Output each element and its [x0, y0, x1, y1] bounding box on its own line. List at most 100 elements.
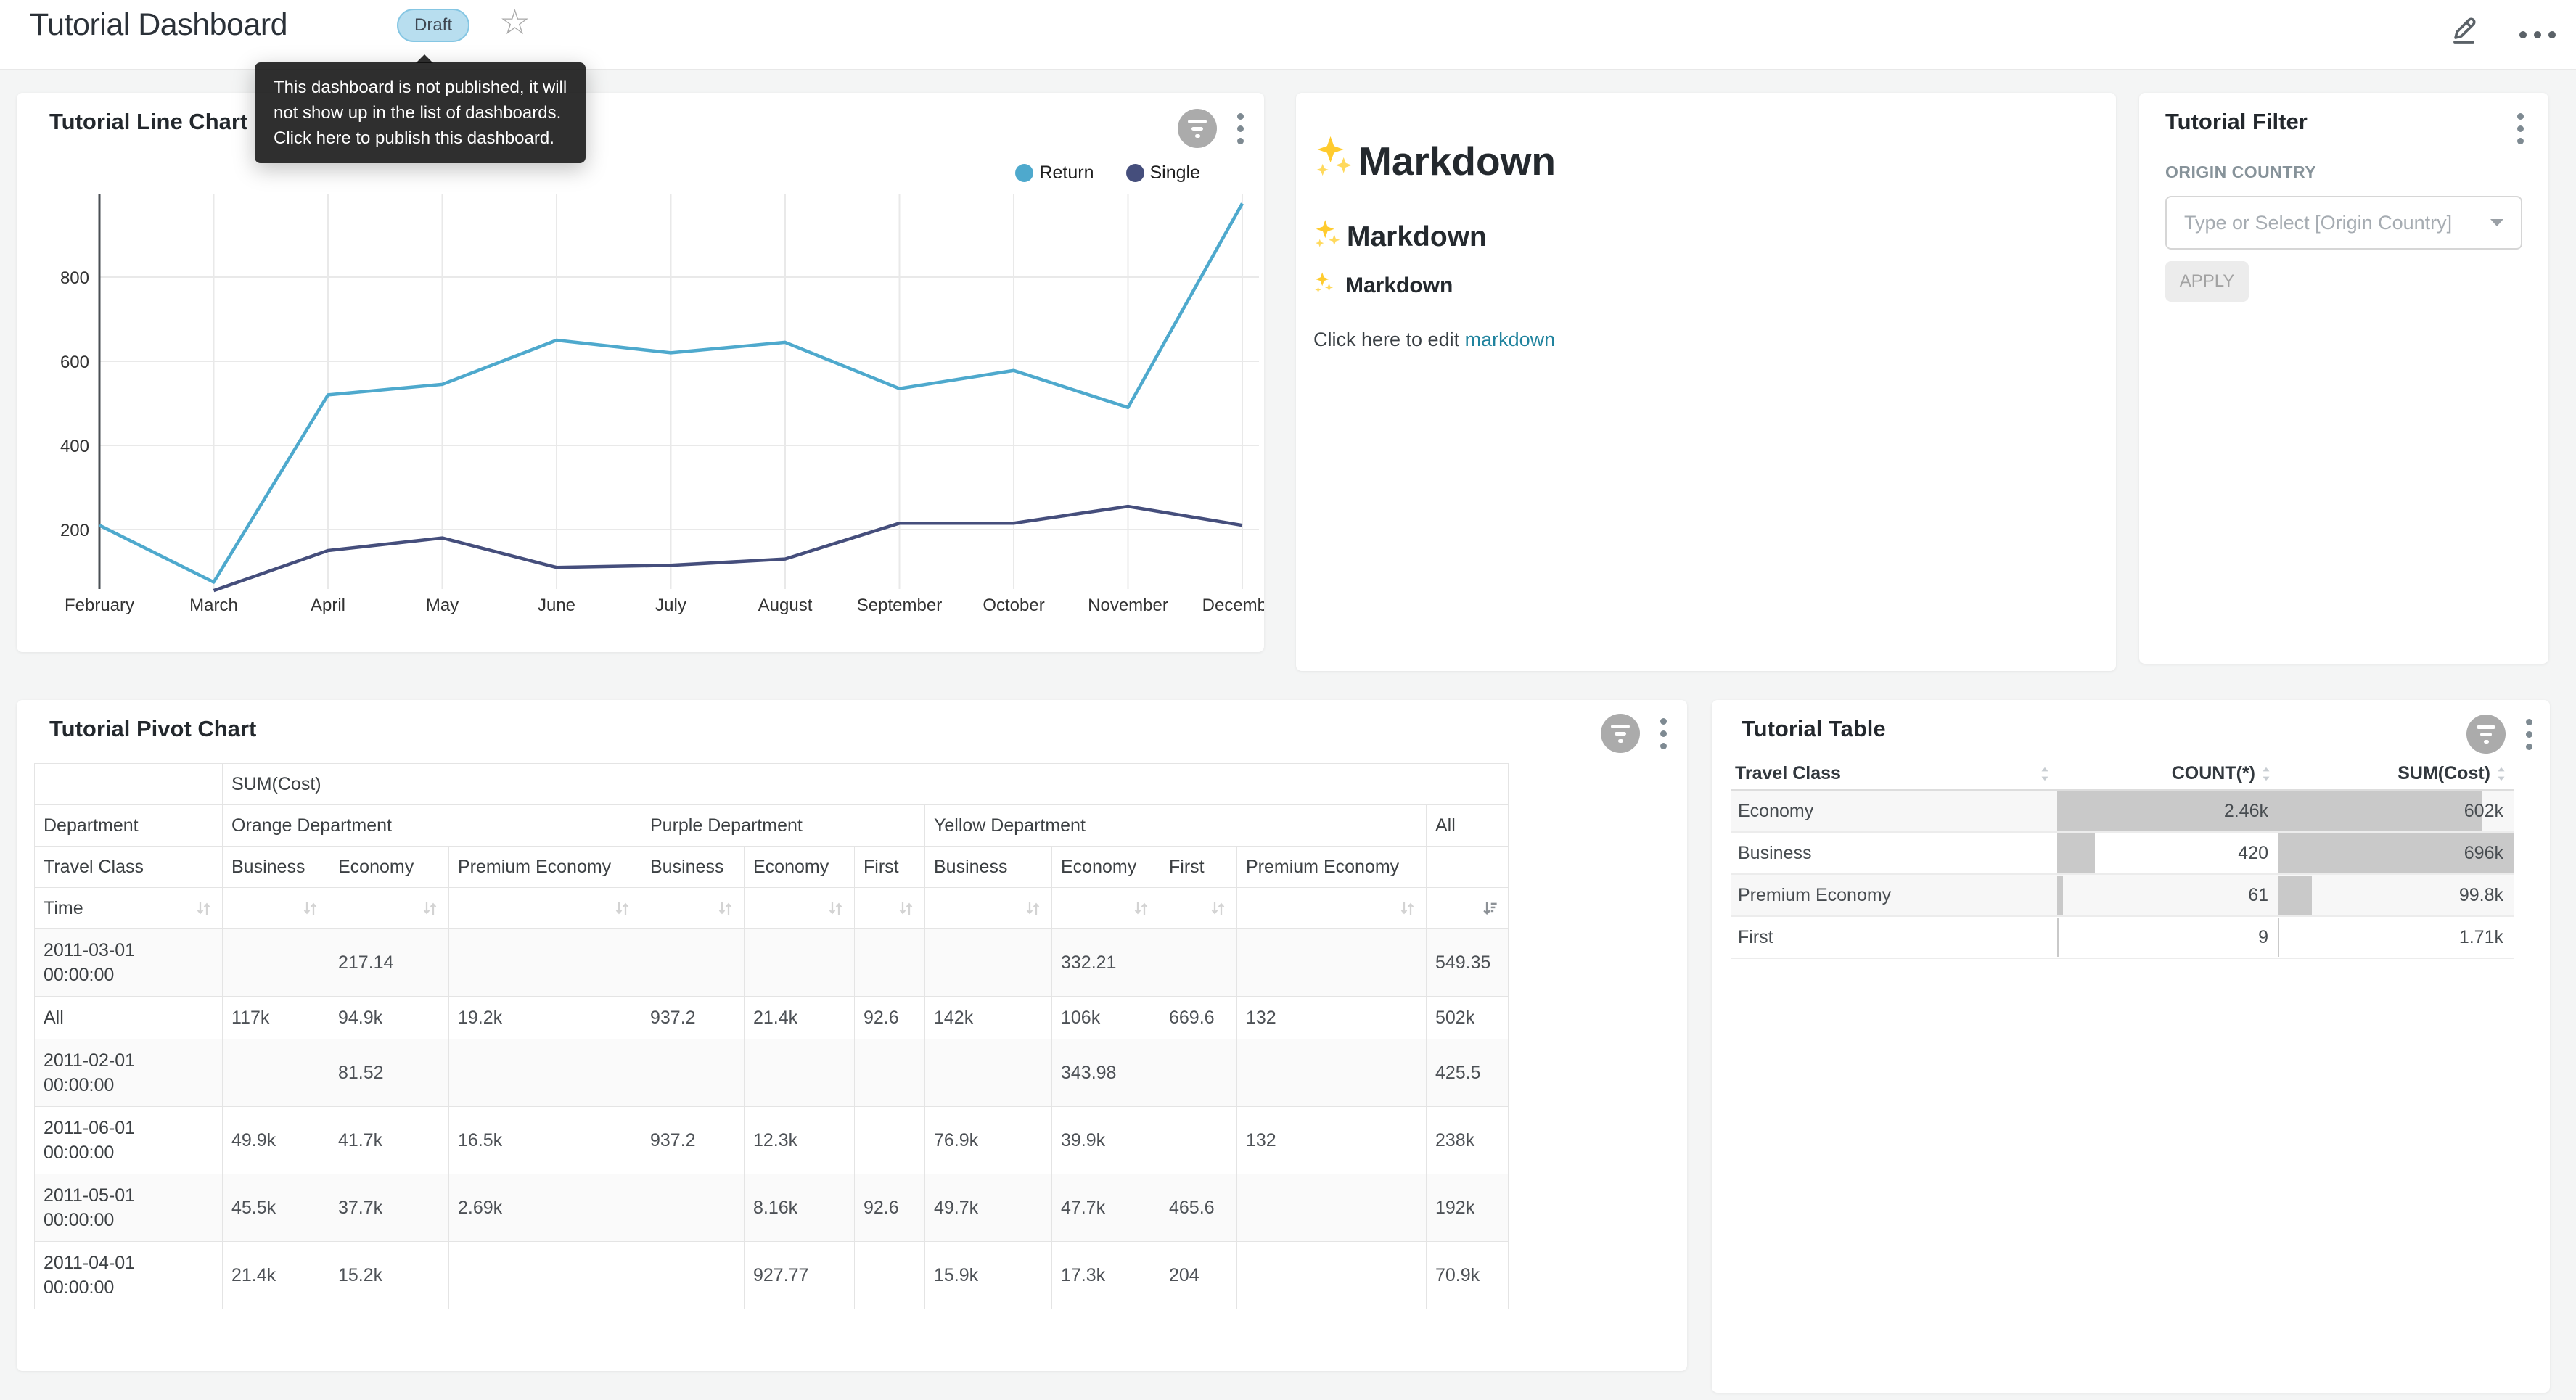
series-line-single[interactable] — [214, 506, 1243, 590]
legend-item-return[interactable]: Return — [1015, 162, 1094, 184]
pivot-sort-cell — [1052, 888, 1160, 929]
sort-icon[interactable] — [1131, 899, 1151, 918]
pivot-value-cell — [449, 1039, 641, 1107]
origin-country-select[interactable]: Type or Select [Origin Country] — [2165, 196, 2522, 250]
sort-icon[interactable] — [715, 899, 735, 918]
pivot-value-cell: 106k — [1052, 997, 1160, 1039]
pivot-value-cell: 217.14 — [329, 929, 449, 997]
table-panel-title: Tutorial Table — [1742, 716, 1886, 742]
markdown-h2: Markdown — [1313, 218, 1487, 257]
y-tick-label: 400 — [60, 437, 89, 456]
sort-icon[interactable] — [194, 899, 213, 918]
pivot-class-header: Business — [223, 847, 329, 888]
filter-kebab-menu-icon[interactable] — [2517, 113, 2524, 144]
sort-caret-icon — [2037, 765, 2053, 783]
pivot-value-cell: 81.52 — [329, 1039, 449, 1107]
pivot-value-cell: 92.6 — [855, 997, 925, 1039]
favorite-star-icon[interactable]: ☆ — [499, 1, 530, 45]
pivot-row-label: 2011-04-0100:00:00 — [35, 1242, 223, 1309]
pivot-sort-cell — [925, 888, 1052, 929]
pivot-value-cell: 343.98 — [1052, 1039, 1160, 1107]
pivot-value-cell: 204 — [1160, 1242, 1237, 1309]
markdown-h1-text: Markdown — [1358, 138, 1556, 184]
markdown-h3: Markdown — [1313, 271, 1453, 300]
table-column-header-sum-cost-[interactable]: SUM(Cost) — [2278, 763, 2514, 784]
pivot-value-cell — [745, 1039, 855, 1107]
sum-bar — [2278, 876, 2312, 915]
table-column-header-travel-class[interactable]: Travel Class — [1731, 763, 2057, 784]
sum-cell: 99.8k — [2278, 875, 2514, 915]
data-table: Travel ClassCOUNT(*)SUM(Cost) Economy2.4… — [1731, 758, 2514, 959]
filter-indicator-icon[interactable] — [1601, 714, 1640, 753]
pivot-value-cell: 332.21 — [1052, 929, 1160, 997]
sort-icon[interactable] — [612, 899, 632, 918]
markdown-edit-link[interactable]: markdown — [1465, 329, 1556, 350]
pivot-class-header: First — [855, 847, 925, 888]
pivot-table: SUM(Cost)DepartmentOrange DepartmentPurp… — [34, 763, 1509, 1309]
pivot-class-header: Premium Economy — [1237, 847, 1427, 888]
pivot-value-cell: 76.9k — [925, 1107, 1052, 1174]
dashboard-title: Tutorial Dashboard — [30, 7, 287, 43]
pivot-value-cell: 549.35 — [1427, 929, 1509, 997]
pivot-group-header-purple-department: Purple Department — [641, 805, 925, 847]
pivot-value-cell — [223, 929, 329, 997]
tooltip-line: not show up in the list of dashboards. — [274, 100, 567, 125]
pivot-value-cell: 192k — [1427, 1174, 1509, 1242]
pivot-row-label: 2011-06-0100:00:00 — [35, 1107, 223, 1174]
draft-badge[interactable]: Draft — [397, 9, 469, 42]
count-cell: 2.46k — [2057, 791, 2278, 831]
dashboard: Tutorial Dashboard Draft ☆ This dashboar… — [0, 0, 2576, 1400]
markdown-h2-text: Markdown — [1347, 221, 1487, 253]
sort-icon[interactable] — [1023, 899, 1043, 918]
sum-cell: 696k — [2278, 833, 2514, 873]
pivot-value-cell: 37.7k — [329, 1174, 449, 1242]
legend-item-single[interactable]: Single — [1126, 162, 1201, 184]
pivot-class-header: Economy — [745, 847, 855, 888]
table-column-header-count-[interactable]: COUNT(*) — [2057, 763, 2278, 784]
pivot-value-cell: 2.69k — [449, 1174, 641, 1242]
pivot-kebab-menu-icon[interactable] — [1660, 718, 1667, 749]
apply-button[interactable]: APPLY — [2165, 261, 2249, 302]
sort-icon[interactable] — [1208, 899, 1228, 918]
edit-dashboard-icon[interactable] — [2447, 10, 2482, 49]
sum-bar — [2278, 791, 2482, 831]
y-tick-label: 800 — [60, 268, 89, 288]
count-bar — [2057, 833, 2095, 873]
pivot-value-cell: 94.9k — [329, 997, 449, 1039]
sort-icon[interactable] — [300, 899, 320, 918]
sort-icon[interactable] — [420, 899, 440, 918]
pivot-value-cell: 937.2 — [641, 997, 745, 1039]
pivot-corner-cell — [35, 764, 223, 805]
table-row: Premium Economy6199.8k — [1731, 875, 2514, 917]
pivot-value-cell: 19.2k — [449, 997, 641, 1039]
pivot-value-cell: 142k — [925, 997, 1052, 1039]
pivot-class-header: Premium Economy — [449, 847, 641, 888]
sort-icon[interactable] — [896, 899, 916, 918]
legend-label-return: Return — [1039, 162, 1094, 184]
pivot-class-header: Business — [925, 847, 1052, 888]
travel-class-cell: First — [1731, 917, 2057, 958]
pivot-value-cell — [1160, 1107, 1237, 1174]
pivot-value-cell — [925, 929, 1052, 997]
sparkles-icon — [1313, 133, 1355, 188]
pivot-class-header: Business — [641, 847, 745, 888]
sort-icon[interactable] — [1398, 899, 1417, 918]
pivot-value-cell: 49.9k — [223, 1107, 329, 1174]
table-row: First91.71k — [1731, 917, 2514, 959]
pivot-value-cell: 132 — [1237, 1107, 1427, 1174]
table-kebab-menu-icon[interactable] — [2526, 719, 2532, 750]
filter-indicator-icon[interactable] — [2466, 715, 2506, 754]
pivot-row: 2011-02-0100:00:0081.52343.98425.5 — [35, 1039, 1509, 1107]
y-tick-label: 200 — [60, 521, 89, 540]
pivot-sort-cell — [1160, 888, 1237, 929]
x-tick-label: August — [758, 596, 813, 615]
sort-desc-active-icon[interactable] — [1480, 899, 1499, 918]
sort-icon[interactable] — [826, 899, 845, 918]
pivot-sort-cell — [855, 888, 925, 929]
pivot-value-cell — [223, 1039, 329, 1107]
markdown-panel[interactable]: Markdown Markdown Markdown Cl — [1296, 93, 2116, 671]
more-menu-icon[interactable] — [2519, 21, 2556, 38]
sum-cell: 602k — [2278, 791, 2514, 831]
pivot-chart-panel: Tutorial Pivot Chart SUM(Cost)Department… — [17, 700, 1687, 1371]
pivot-value-cell — [449, 1242, 641, 1309]
